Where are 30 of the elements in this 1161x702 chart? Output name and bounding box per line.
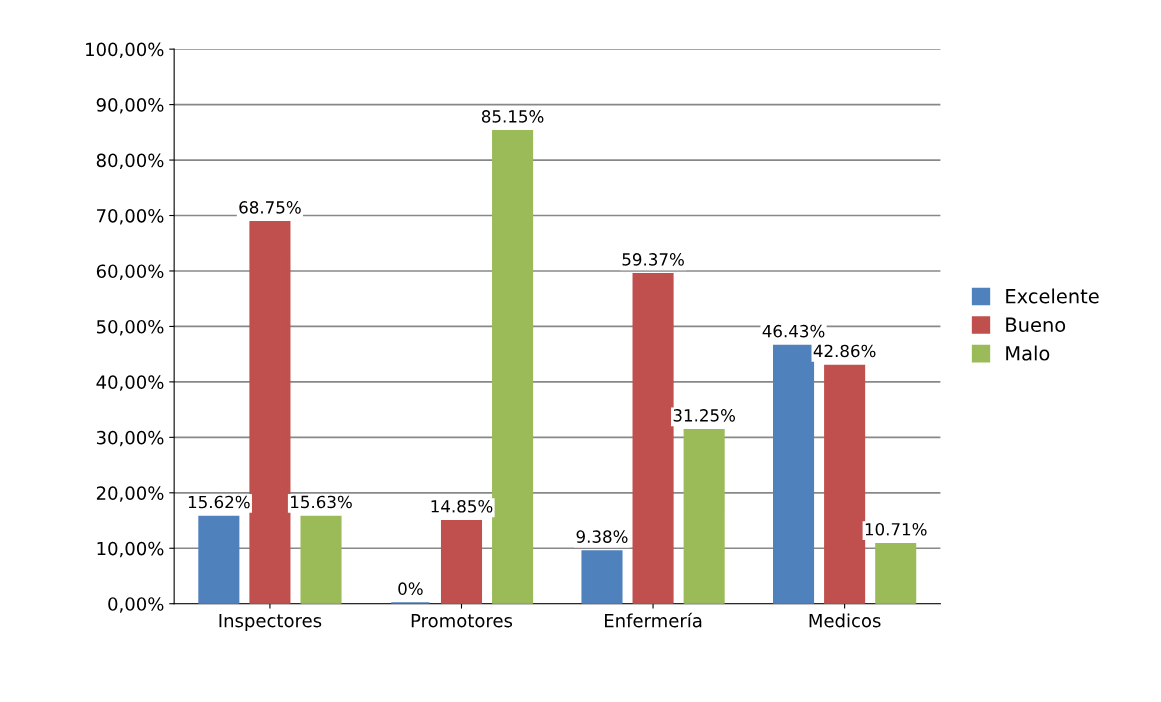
y-tick-label: 90,00% — [96, 98, 164, 114]
data-label: 9.38% — [576, 530, 628, 543]
data-label: 59.37% — [622, 253, 684, 266]
data-label: 68.75% — [239, 201, 301, 214]
x-tick-label: Enfermería — [605, 612, 702, 628]
data-label: 10.71% — [865, 522, 927, 536]
data-label: 15.62% — [188, 495, 250, 509]
legend-label: Excelente — [1006, 288, 1099, 304]
data-label: 31.25% — [673, 409, 735, 422]
y-tick-label: 70,00% — [97, 208, 164, 225]
y-tick-label: 30,00% — [96, 430, 164, 447]
x-tick-label: Promotores — [411, 614, 513, 628]
data-label: 85.15% — [481, 110, 544, 123]
data-label: 46.43% — [762, 324, 825, 338]
y-tick-label: 100,00% — [86, 42, 164, 59]
legend-label: Malo — [1006, 345, 1050, 361]
y-tick-label: 80,00% — [96, 153, 164, 170]
data-label: 42.86% — [813, 344, 876, 358]
data-label: 0% — [398, 582, 423, 595]
x-tick-label: Inspectores — [219, 614, 322, 631]
x-tick-label: Medicos — [809, 613, 881, 628]
y-tick-label: 10,00% — [97, 541, 164, 558]
legend-label: Bueno — [1006, 317, 1066, 333]
y-tick-label: 40,00% — [96, 375, 164, 391]
data-label: 15.63% — [291, 495, 352, 509]
y-tick-label: 0,00% — [108, 597, 164, 613]
y-tick-label: 60,00% — [96, 264, 164, 280]
data-label: 14.85% — [431, 499, 493, 513]
y-tick-label: 20,00% — [96, 486, 164, 502]
y-tick-label: 50,00% — [96, 319, 164, 336]
